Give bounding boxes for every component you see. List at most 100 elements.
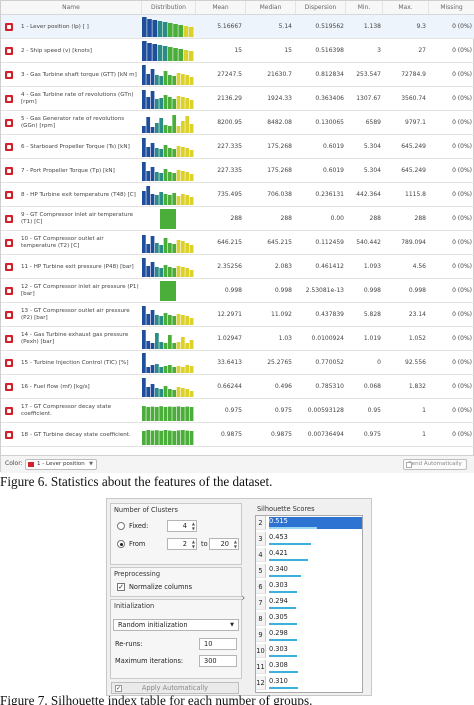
silhouette-bar [269, 671, 298, 673]
from-radio[interactable] [117, 540, 125, 548]
table-row[interactable]: 18 - GT Turbine decay state coefficient.… [1, 423, 474, 447]
to-spinbox[interactable]: 20 ▲ ▼ [209, 538, 239, 550]
histogram-bar [176, 430, 181, 445]
fixed-spinbox[interactable]: 4 ▲ ▼ [167, 520, 197, 532]
max-iterations-input[interactable]: 300 [199, 655, 237, 667]
table-row[interactable]: 5 - Gas Generator rate of revolutions (G… [1, 111, 474, 135]
from-spinbox[interactable]: 2 ▲ ▼ [167, 538, 197, 550]
silhouette-row[interactable]: 8 0.305 [256, 612, 362, 626]
histogram-bar [181, 147, 185, 157]
table-row[interactable]: 16 - Fuel flow (mf) [kg/s] 0.66244 0.496 0.… [1, 375, 474, 399]
histogram-bar [188, 51, 194, 61]
feature-name: 14 - Gas Turbine exhaust gas pressure (P… [21, 332, 129, 345]
distribution-histogram [142, 17, 194, 37]
silhouette-row[interactable]: 9 0.298 [256, 628, 362, 642]
table-row[interactable]: 11 - HP Turbine exit pressure (P48) [bar… [1, 255, 474, 279]
table-row[interactable]: 15 - Turbine Injection Control (TIC) [%]… [1, 351, 474, 375]
silhouette-row[interactable]: 2 0.515 [256, 516, 362, 530]
table-row[interactable]: 9 - GT Compressor inlet air temperature … [1, 207, 474, 231]
reruns-input[interactable]: 10 [199, 638, 237, 650]
column-header-min[interactable]: Min. [346, 1, 383, 14]
send-automatically-button[interactable]: Send Automatically [403, 459, 467, 470]
distribution-histogram [142, 186, 194, 205]
missing-value: 0 (0%) [452, 239, 472, 246]
silhouette-row[interactable]: 11 0.308 [256, 660, 362, 674]
apply-automatically-button[interactable]: ✓ Apply Automatically [111, 682, 239, 694]
table-row[interactable]: 4 - Gas Turbine rate of revolutions (GTn… [1, 87, 474, 111]
initialization-select[interactable]: Random initialization ▼ [113, 619, 239, 631]
histogram-bar [150, 406, 155, 421]
column-header-median[interactable]: Median [246, 1, 296, 14]
silhouette-row[interactable]: 6 0.303 [256, 580, 362, 594]
min-value: 0.068 [363, 383, 381, 390]
missing-value: 0 (0%) [452, 359, 472, 366]
table-row[interactable]: 12 - GT Compressor inlet air pressure (P… [1, 279, 474, 303]
apply-automatically-label: Apply Automatically [141, 684, 209, 692]
initialization-select-value: Random initialization [118, 621, 188, 629]
table-row[interactable]: 17 - GT Compressor decay state coefficie… [1, 399, 474, 423]
histogram-bar [142, 431, 146, 445]
histogram-bar [150, 167, 155, 181]
distribution-histogram [142, 115, 194, 133]
table-row[interactable]: 13 - GT Compressor outlet air pressure (… [1, 303, 474, 327]
column-header-distribution[interactable]: Distribution [142, 1, 196, 14]
mean-value: 5.16667 [217, 23, 242, 30]
table-row[interactable]: 1 - Lever position (lp) [ ] 5.16667 5.14 0.… [1, 15, 474, 39]
silhouette-row[interactable]: 4 0.421 [256, 548, 362, 562]
histogram-bar [146, 341, 151, 349]
normalize-checkbox[interactable]: ✓ [117, 583, 125, 591]
column-header-mean[interactable]: Mean [196, 1, 246, 14]
silhouette-bar [269, 623, 298, 625]
column-header-missing[interactable]: Missing [429, 1, 474, 14]
color-select[interactable]: 1 - Lever position ▼ [25, 459, 97, 470]
histogram-bar [189, 174, 194, 181]
distribution-histogram [142, 430, 194, 445]
min-value: 253.547 [356, 71, 381, 78]
table-row[interactable]: 14 - Gas Turbine exhaust gas pressure (P… [1, 327, 474, 351]
table-row[interactable]: 7 - Port Propeller Torque (Tp) [kN] 227.3… [1, 159, 474, 183]
histogram-bar [189, 100, 194, 109]
table-row[interactable]: 3 - Gas Turbine shaft torque (GTT) [kN m… [1, 63, 474, 87]
spin-arrows-icon[interactable]: ▲ ▼ [233, 539, 237, 549]
column-header-max[interactable]: Max. [383, 1, 429, 14]
median-value: 8482.08 [267, 119, 292, 126]
spin-arrows-icon[interactable]: ▲ ▼ [191, 521, 195, 531]
silhouette-row[interactable]: 5 0.340 [256, 564, 362, 578]
min-value: 5.304 [363, 143, 381, 150]
table-row[interactable]: 8 - HP Turbine exit temperature (T48) [C… [1, 183, 474, 207]
silhouette-row[interactable]: 12 0.310 [256, 676, 362, 690]
column-header-name[interactable]: Name [1, 1, 142, 14]
histogram-bar [185, 98, 190, 109]
max-iterations-label: Maximum iterations: [115, 657, 184, 665]
mean-value: 8200.95 [217, 119, 242, 126]
missing-value: 0 (0%) [452, 143, 472, 150]
dispersion-value: 0.236131 [315, 191, 344, 198]
table-row[interactable]: 10 - GT Compressor outlet air temperatur… [1, 231, 474, 255]
mean-value: 1.02947 [217, 335, 242, 342]
dispersion-value: 0.437839 [315, 311, 344, 318]
spin-arrows-icon[interactable]: ▲ ▼ [191, 539, 195, 549]
silhouette-list[interactable]: 2 0.515 3 0.453 4 0.421 5 0.340 6 0.303 7 0.294 8 0.3… [255, 515, 363, 693]
min-value: 540.442 [356, 239, 381, 246]
histogram-bar [168, 97, 172, 109]
histogram-bar [147, 19, 152, 37]
histogram-bar [185, 316, 190, 325]
silhouette-score: 0.421 [269, 549, 288, 557]
fixed-radio[interactable] [117, 522, 125, 530]
histogram-bar [155, 148, 159, 157]
histogram-bar [181, 388, 185, 397]
column-header-dispersion[interactable]: Dispersion [296, 1, 346, 14]
silhouette-row[interactable]: 10 0.303 [256, 644, 362, 658]
table-row[interactable]: 6 - Starboard Propeller Torque (Ts) [kN]… [1, 135, 474, 159]
silhouette-row[interactable]: 3 0.453 [256, 532, 362, 546]
distribution-histogram [142, 90, 194, 109]
histogram-bar [142, 258, 146, 277]
missing-value: 0 (0%) [452, 71, 472, 78]
histogram-bar [178, 25, 183, 37]
silhouette-row[interactable]: 7 0.294 [256, 596, 362, 610]
histogram-bar [146, 407, 151, 421]
table-row[interactable]: 2 - Ship speed (v) [knots] 15 15 0.516398 3 2… [1, 39, 474, 63]
chevron-down-icon: ▼ [230, 622, 234, 628]
histogram-bar [176, 366, 181, 373]
median-value: 706.038 [267, 191, 292, 198]
